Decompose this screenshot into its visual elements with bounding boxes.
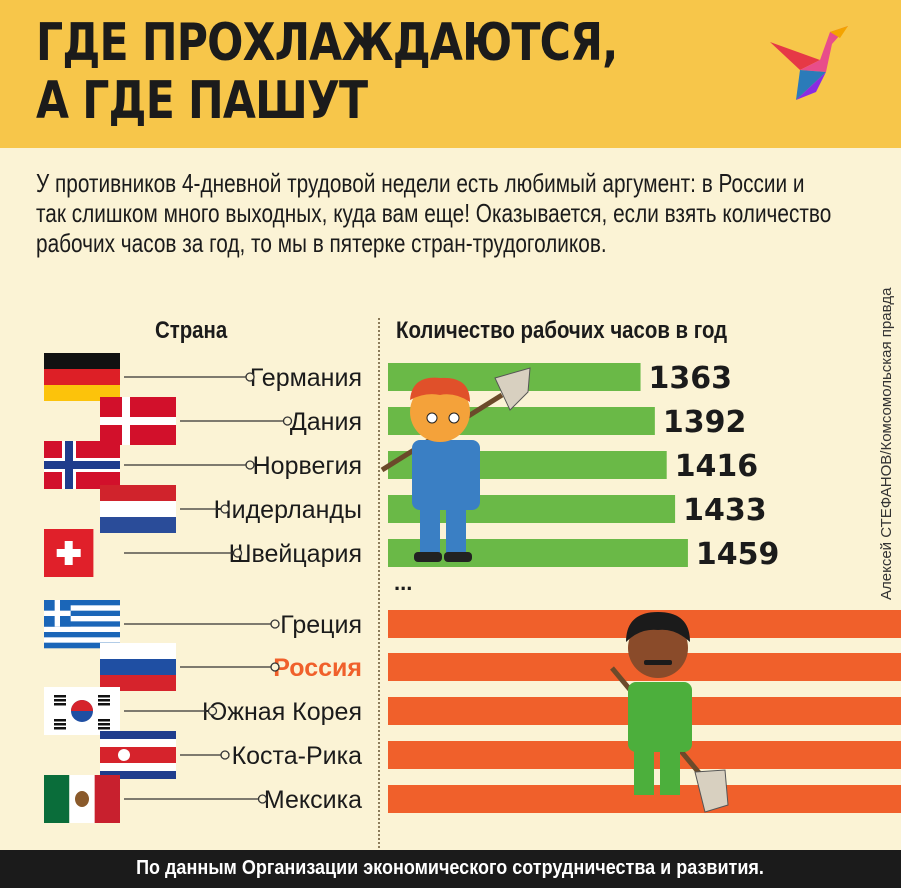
credit-text: Алексей СТЕФАНОВ/Комсомольская правда: [878, 287, 895, 601]
country-label: Швейцария: [229, 540, 362, 568]
leader-dot: [270, 662, 280, 672]
country-label: Южная Корея: [202, 698, 362, 726]
country-label: Норвегия: [253, 452, 362, 480]
mexico-flag: [44, 775, 120, 823]
russia-flag: [100, 643, 176, 691]
germany-flag: [44, 353, 120, 401]
leader-dot: [232, 548, 243, 558]
value-label: 1416: [675, 449, 759, 484]
bird-logo-icon: [770, 26, 848, 100]
leader-dot: [207, 706, 218, 716]
country-label: Россия: [273, 654, 362, 682]
column-header-country: Страна: [155, 317, 228, 344]
footer-source: По данным Организации экономического сот…: [136, 857, 764, 879]
country-label: Коста-Рика: [232, 742, 362, 770]
leader-dot: [270, 619, 280, 629]
value-label: 1433: [683, 493, 767, 528]
country-label: Нидерланды: [214, 496, 362, 524]
relaxed-worker-illustration: [380, 367, 531, 562]
leader-dot: [282, 416, 293, 426]
norway-flag: [44, 441, 120, 489]
ellipsis: ...: [394, 570, 413, 595]
country-label: Греция: [280, 611, 362, 639]
greece-flag: [44, 600, 120, 649]
column-header-hours: Количество рабочих часов в год: [396, 317, 728, 344]
value-label: 1459: [696, 537, 780, 572]
leader-dot: [220, 504, 230, 514]
hardworking-worker-illustration: [610, 612, 729, 813]
leader-dot: [245, 372, 255, 382]
header-banner: [0, 0, 901, 148]
leader-dot: [220, 750, 230, 760]
south-korea-flag: [44, 687, 120, 735]
column-divider: [378, 318, 380, 848]
country-label: Мексика: [264, 786, 362, 814]
page-title: ГДЕ ПРОХЛАЖДАЮТСЯ, А ГДЕ ПАШУТ: [36, 13, 618, 131]
costa-rica-flag: [100, 731, 176, 779]
country-label: Дания: [290, 408, 362, 436]
denmark-flag: [100, 397, 176, 445]
intro-paragraph: У противников 4-дневной трудовой недели …: [36, 168, 832, 258]
value-label: 1392: [663, 405, 747, 440]
switzerland-flag: [44, 529, 94, 577]
value-label: 1363: [649, 361, 733, 396]
footer-bar: По данным Организации экономического сот…: [0, 850, 901, 888]
country-label: Германия: [250, 364, 362, 392]
leader-dot: [245, 460, 255, 470]
leader-dot: [257, 794, 268, 804]
netherlands-flag: [100, 485, 176, 533]
